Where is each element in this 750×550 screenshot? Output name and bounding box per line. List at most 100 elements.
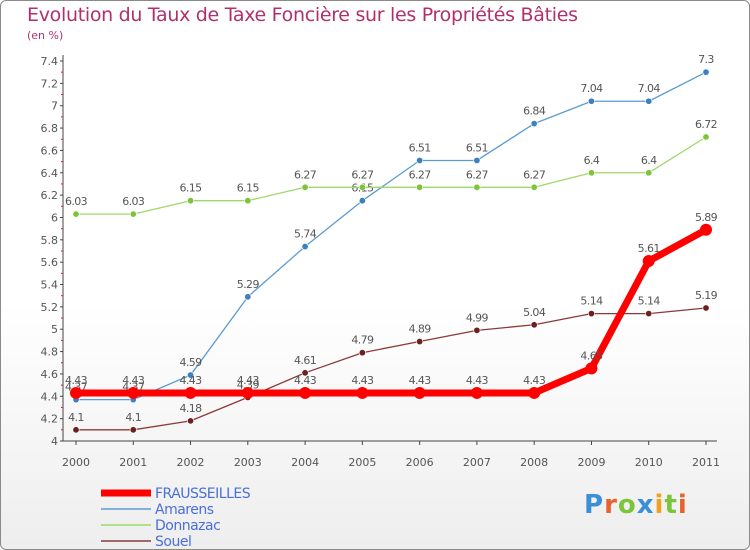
data-label: 5.29	[237, 278, 260, 291]
data-label: 7.04	[580, 82, 603, 95]
data-label: 4.65	[580, 349, 603, 362]
data-label: 6.51	[466, 141, 488, 154]
x-tick-label: 2005	[348, 456, 376, 469]
series-frausseilles: 4.43 4.43 4.43 4.43 4.43 4.43 4.43 4.43 4.43 4.65…	[65, 211, 718, 399]
data-label: 5.14	[580, 295, 603, 308]
data-point	[358, 349, 366, 357]
data-point	[301, 243, 309, 251]
y-tick-label: 6	[51, 211, 58, 224]
series-souel: 4.1 4.1 4.18 4.39 4.61 4.79 4.89 4.99 5.04 5.14 5.…	[68, 289, 718, 434]
data-label: 4.59	[179, 356, 202, 369]
data-point	[358, 183, 366, 191]
data-point	[702, 133, 710, 141]
data-label: 4.1	[125, 411, 141, 424]
x-tick-label: 2011	[692, 456, 720, 469]
data-label: 4.43	[409, 374, 432, 387]
data-label: 5.74	[294, 228, 317, 241]
logo-letter: x	[636, 490, 655, 520]
data-label: 7.3	[698, 53, 714, 66]
data-point	[241, 386, 254, 399]
series-amarens: 4.374.374.595.295.746.156.516.516.847.04…	[65, 53, 715, 404]
y-tick-label: 5	[51, 323, 58, 336]
data-point	[700, 223, 712, 236]
x-tick-label: 2007	[463, 456, 491, 469]
data-label: 6.4	[641, 154, 657, 167]
y-tick-label: 4.6	[41, 368, 59, 381]
logo-letter: r	[604, 490, 618, 520]
data-point	[416, 183, 424, 191]
data-point	[416, 156, 424, 164]
x-tick-label: 2003	[234, 456, 262, 469]
data-label: 6.27	[409, 168, 432, 181]
chart-title: Evolution du Taux de Taxe Foncière sur l…	[27, 4, 578, 26]
logo-letter: t	[664, 490, 678, 520]
y-tick-label: 4.8	[41, 346, 59, 359]
legend-label-donnazac: Donnazac	[155, 518, 220, 534]
y-tick-label: 4.2	[41, 413, 59, 426]
series-line	[76, 307, 707, 431]
data-point	[530, 321, 538, 329]
data-label: 4.43	[466, 374, 489, 387]
data-label: 6.03	[65, 195, 88, 208]
data-point	[184, 386, 197, 399]
logo-letter: P	[584, 490, 605, 520]
data-label: 4.1	[68, 411, 84, 424]
data-label: 4.18	[179, 402, 202, 415]
data-point	[528, 386, 541, 399]
y-tick-label: 5.2	[41, 301, 59, 314]
data-point	[587, 310, 595, 318]
y-tick-label: 6.8	[41, 122, 59, 135]
data-point	[301, 369, 309, 377]
data-point	[530, 120, 538, 128]
data-label: 6.03	[122, 195, 145, 208]
data-point	[585, 362, 598, 375]
data-label: 5.89	[695, 211, 718, 224]
data-point	[473, 183, 481, 191]
logo-letter: i	[677, 490, 688, 520]
x-tick-label: 2002	[177, 456, 205, 469]
data-label: 7.04	[638, 82, 661, 95]
data-point	[72, 210, 80, 218]
data-label: 4.99	[466, 311, 489, 324]
data-point	[72, 426, 80, 434]
data-point	[416, 338, 424, 346]
data-point	[413, 386, 426, 399]
data-point	[70, 386, 82, 399]
data-point	[187, 197, 195, 205]
data-point	[645, 169, 653, 177]
data-point	[645, 310, 653, 318]
x-tick-label: 2000	[62, 456, 90, 469]
legend-label-souel: Souel	[155, 534, 191, 549]
y-tick-label: 7	[51, 100, 58, 113]
x-tick-label: 2004	[291, 456, 319, 469]
y-tick-label: 7.4	[41, 55, 59, 68]
data-label: 6.15	[237, 182, 260, 195]
data-point	[244, 197, 252, 205]
data-point	[587, 97, 595, 105]
series-line	[76, 71, 707, 401]
data-point	[244, 293, 252, 301]
x-tick-label: 2001	[119, 456, 147, 469]
data-label: 6.15	[179, 182, 202, 195]
y-tick-label: 4.4	[41, 390, 59, 403]
data-point	[187, 371, 195, 379]
y-tick-label: 5.4	[41, 279, 59, 292]
y-tick-label: 5.6	[41, 256, 59, 269]
data-point	[470, 386, 483, 399]
data-point	[473, 326, 481, 334]
data-label: 6.27	[523, 168, 546, 181]
data-label: 4.43	[122, 374, 145, 387]
y-tick-label: 5.8	[41, 234, 59, 247]
series-line	[76, 226, 708, 397]
x-tick-label: 2008	[520, 456, 548, 469]
x-tick-label: 2009	[577, 456, 605, 469]
data-label: 6.27	[351, 168, 374, 181]
data-point	[299, 386, 312, 399]
data-point	[127, 386, 140, 399]
data-point	[129, 210, 137, 218]
data-label: 4.39	[237, 378, 260, 391]
data-label: 4.43	[237, 374, 260, 387]
data-label: 4.79	[351, 334, 374, 347]
